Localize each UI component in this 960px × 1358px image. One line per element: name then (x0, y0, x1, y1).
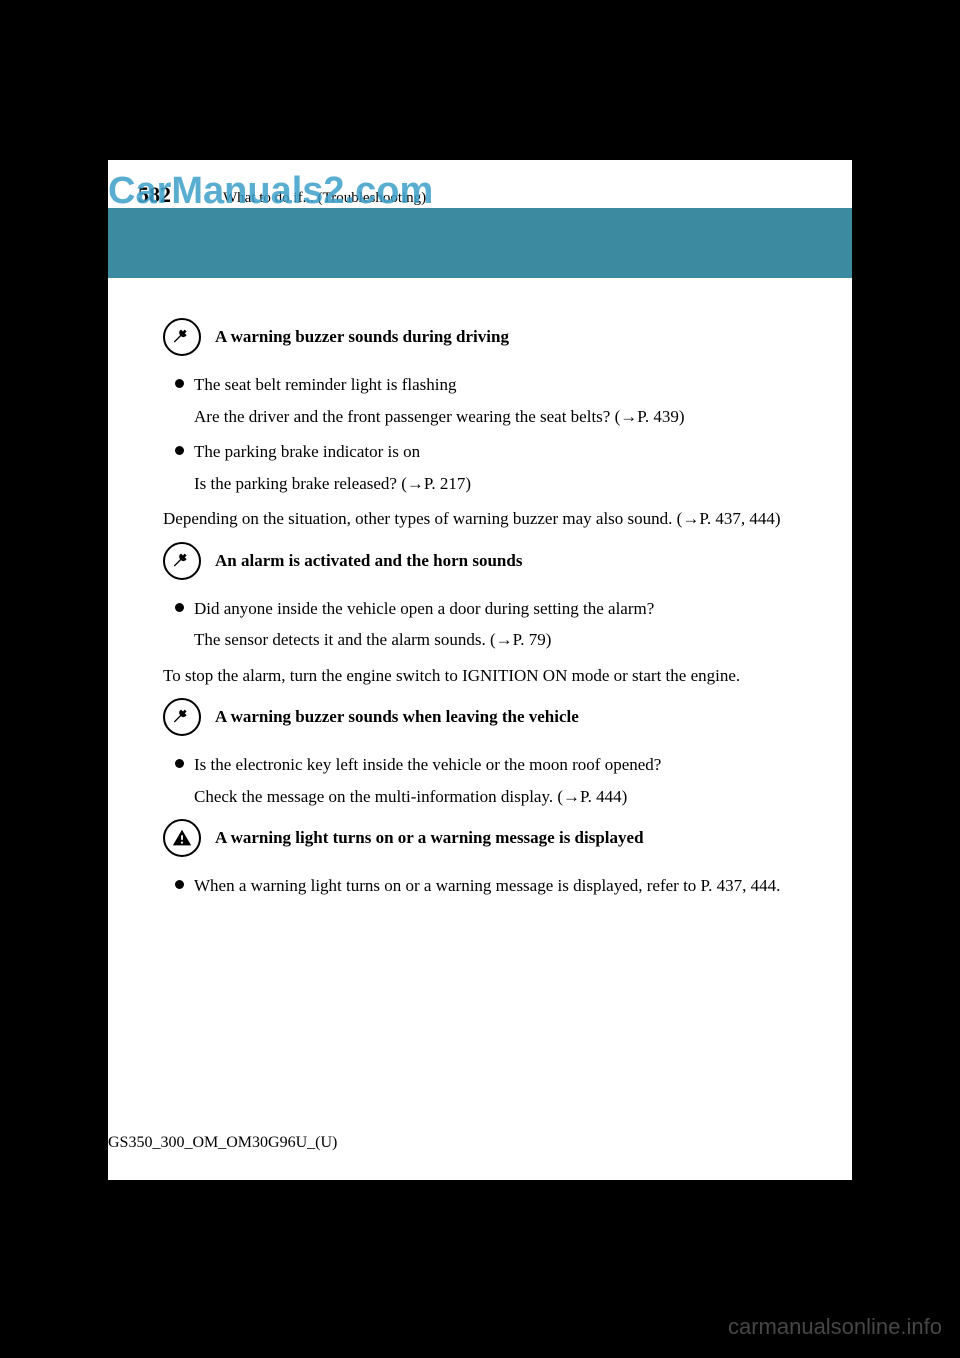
paragraph: To stop the alarm, turn the engine switc… (163, 663, 797, 689)
section-heading: A warning light turns on or a warning me… (163, 819, 797, 857)
bullet-text: The seat belt reminder light is flashing (194, 372, 457, 398)
page-container: CarManuals2.com 582 What to do if... (Tr… (0, 0, 960, 1358)
sub-text: Check the message on the multi-informati… (163, 784, 797, 810)
bullet-text: When a warning light turns on or a warni… (194, 873, 780, 899)
bullet-text: The parking brake indicator is on (194, 439, 420, 465)
sub-text: The sensor detects it and the alarm soun… (163, 627, 797, 653)
heading-text: A warning buzzer sounds during driving (215, 327, 509, 347)
bullet-dot (175, 446, 184, 455)
bullet-item: Is the electronic key left inside the ve… (163, 752, 797, 778)
bullet-text: Is the electronic key left inside the ve… (194, 752, 661, 778)
header-row: CarManuals2.com 582 What to do if... (Tr… (108, 160, 852, 208)
heading-text: A warning buzzer sounds when leaving the… (215, 707, 579, 727)
warning-icon (163, 819, 201, 857)
teal-bar (108, 208, 852, 278)
bullet-item: The parking brake indicator is on (163, 439, 797, 465)
section-heading: A warning buzzer sounds during driving (163, 318, 797, 356)
bullet-dot (175, 379, 184, 388)
wrench-icon (163, 542, 201, 580)
watermark-bottom: carmanualsonline.info (728, 1314, 942, 1340)
bullet-dot (175, 880, 184, 889)
section-heading: An alarm is activated and the horn sound… (163, 542, 797, 580)
footer-text: GS350_300_OM_OM30G96U_(U) (108, 1134, 337, 1152)
paragraph: Depending on the situation, other types … (163, 506, 797, 532)
wrench-icon (163, 318, 201, 356)
content-body: A warning buzzer sounds during driving T… (108, 278, 852, 899)
bullet-item: Did anyone inside the vehicle open a doo… (163, 596, 797, 622)
section-heading: A warning buzzer sounds when leaving the… (163, 698, 797, 736)
wrench-icon (163, 698, 201, 736)
bullet-item: The seat belt reminder light is flashing (163, 372, 797, 398)
bullet-dot (175, 603, 184, 612)
sub-text: Are the driver and the front passenger w… (163, 404, 797, 430)
bullet-item: When a warning light turns on or a warni… (163, 873, 797, 899)
bullet-dot (175, 759, 184, 768)
watermark-top: CarManuals2.com (108, 170, 433, 213)
heading-text: An alarm is activated and the horn sound… (215, 551, 522, 571)
bullet-text: Did anyone inside the vehicle open a doo… (194, 596, 654, 622)
sub-text: Is the parking brake released? (→P. 217) (163, 471, 797, 497)
page-content: CarManuals2.com 582 What to do if... (Tr… (108, 160, 852, 1180)
heading-text: A warning light turns on or a warning me… (215, 828, 644, 848)
